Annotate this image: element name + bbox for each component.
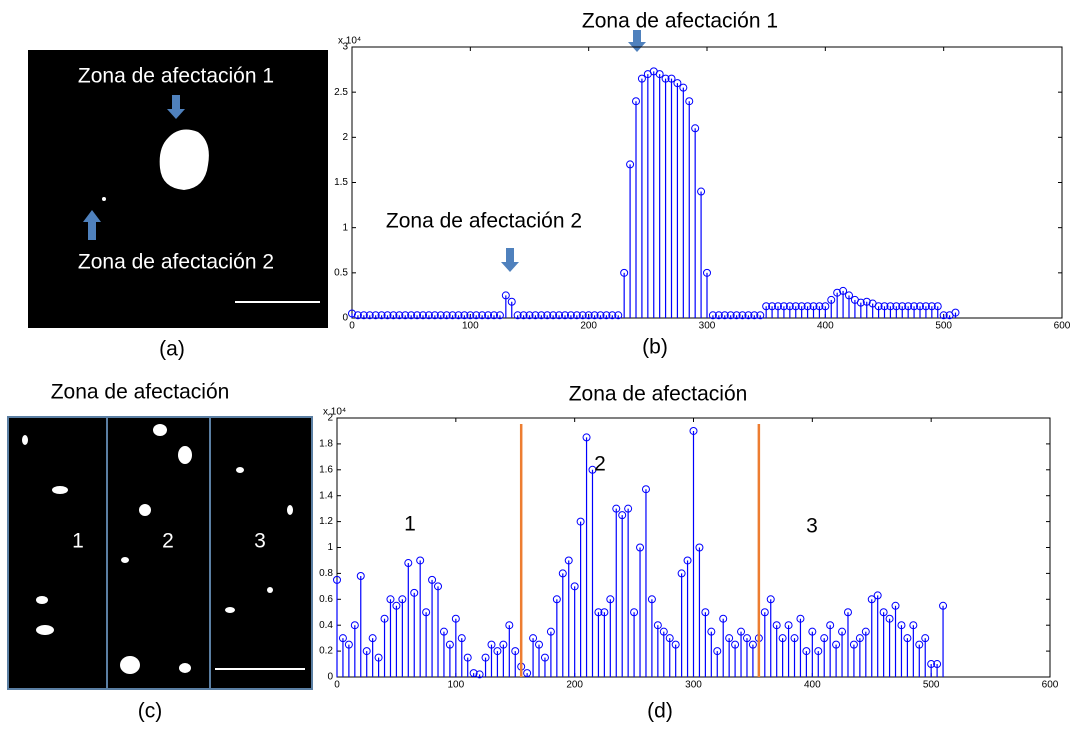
blob <box>102 197 106 201</box>
y-tick-label: 1.4 <box>319 490 333 501</box>
caption: (a) <box>159 338 185 361</box>
y-tick-label: 0.6 <box>319 594 333 605</box>
x-tick-label: 600 <box>1054 321 1071 332</box>
x-tick-label: 400 <box>804 680 821 691</box>
x-tick-label: 0 <box>349 321 355 332</box>
x-tick-label: 500 <box>935 321 952 332</box>
y-tick-label: 0.5 <box>334 267 348 278</box>
section-label: 3 <box>254 530 266 553</box>
label: Zona de afectación 1 <box>78 65 274 88</box>
y-multiplier: x 10⁴ <box>338 36 361 47</box>
section-label: 2 <box>162 530 174 553</box>
x-tick-label: 300 <box>685 680 702 691</box>
annotation: Zona de afectación 2 <box>386 210 582 233</box>
annotation: 2 <box>594 453 606 476</box>
caption: (d) <box>647 700 673 723</box>
y-multiplier: x 10⁴ <box>323 407 346 418</box>
x-tick-label: 600 <box>1042 680 1059 691</box>
y-tick-label: 1.8 <box>319 439 333 450</box>
x-tick-label: 500 <box>923 680 940 691</box>
x-tick-label: 100 <box>447 680 464 691</box>
x-tick-label: 0 <box>334 680 340 691</box>
x-tick-label: 100 <box>462 321 479 332</box>
y-tick-label: 0.8 <box>319 568 333 579</box>
arrow <box>501 248 519 272</box>
y-tick-label: 1.6 <box>319 464 333 475</box>
y-tick-label: 1.5 <box>334 177 348 188</box>
annotation: 1 <box>404 513 416 536</box>
title: Zona de afectación <box>51 381 230 404</box>
section-label: 1 <box>72 530 84 553</box>
image-c <box>8 417 312 689</box>
x-tick-label: 400 <box>817 321 834 332</box>
x-tick-label: 200 <box>580 321 597 332</box>
y-tick-label: 0 <box>327 672 333 683</box>
annotation: 3 <box>806 515 818 538</box>
caption: (c) <box>138 700 163 723</box>
chart-title: Zona de afectación 1 <box>582 10 778 33</box>
y-tick-label: 2 <box>342 132 348 143</box>
x-tick-label: 200 <box>566 680 583 691</box>
y-tick-label: 0 <box>342 313 348 324</box>
y-tick-label: 1.2 <box>319 516 333 527</box>
y-tick-label: 1 <box>342 222 348 233</box>
y-tick-label: 1 <box>327 542 333 553</box>
arrow <box>628 30 646 52</box>
x-tick-label: 300 <box>699 321 716 332</box>
chart-title: Zona de afectación <box>569 383 748 406</box>
y-tick-label: 0.2 <box>319 646 333 657</box>
figure: Zona de afectación 1 Zona de afectación … <box>0 0 1078 731</box>
caption: (b) <box>642 336 668 359</box>
label: Zona de afectación 2 <box>78 251 274 274</box>
y-tick-label: 2.5 <box>334 87 348 98</box>
y-tick-label: 0.4 <box>319 620 333 631</box>
